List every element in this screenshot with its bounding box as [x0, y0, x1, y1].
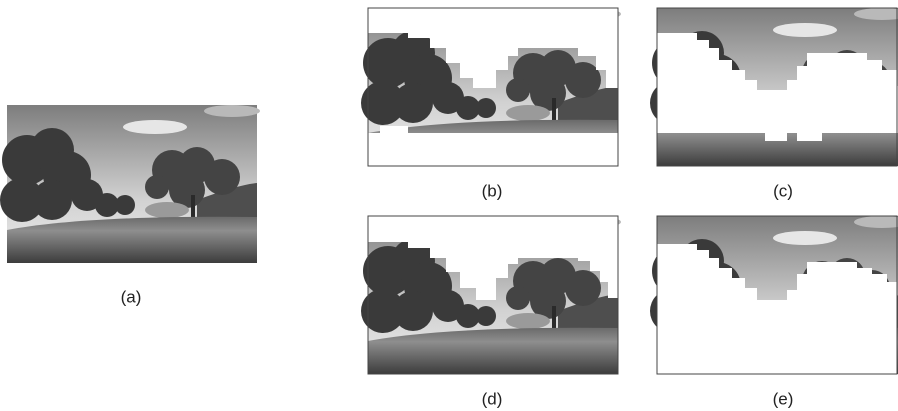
panel-d — [361, 216, 621, 374]
panel-b — [361, 8, 621, 166]
caption: (a) — [121, 287, 142, 306]
caption: (c) — [773, 181, 793, 200]
caption: (e) — [773, 389, 794, 408]
panel-c — [650, 8, 898, 166]
caption: (d) — [482, 389, 503, 408]
figure: (a) (b) (c) (d) (e) — [0, 0, 898, 411]
image — [0, 105, 260, 263]
panel-a — [0, 105, 260, 263]
page: (a) (b) (c) (d) (e) (() => { const data … — [0, 0, 898, 411]
panel-e — [650, 216, 898, 374]
caption: (b) — [482, 181, 503, 200]
